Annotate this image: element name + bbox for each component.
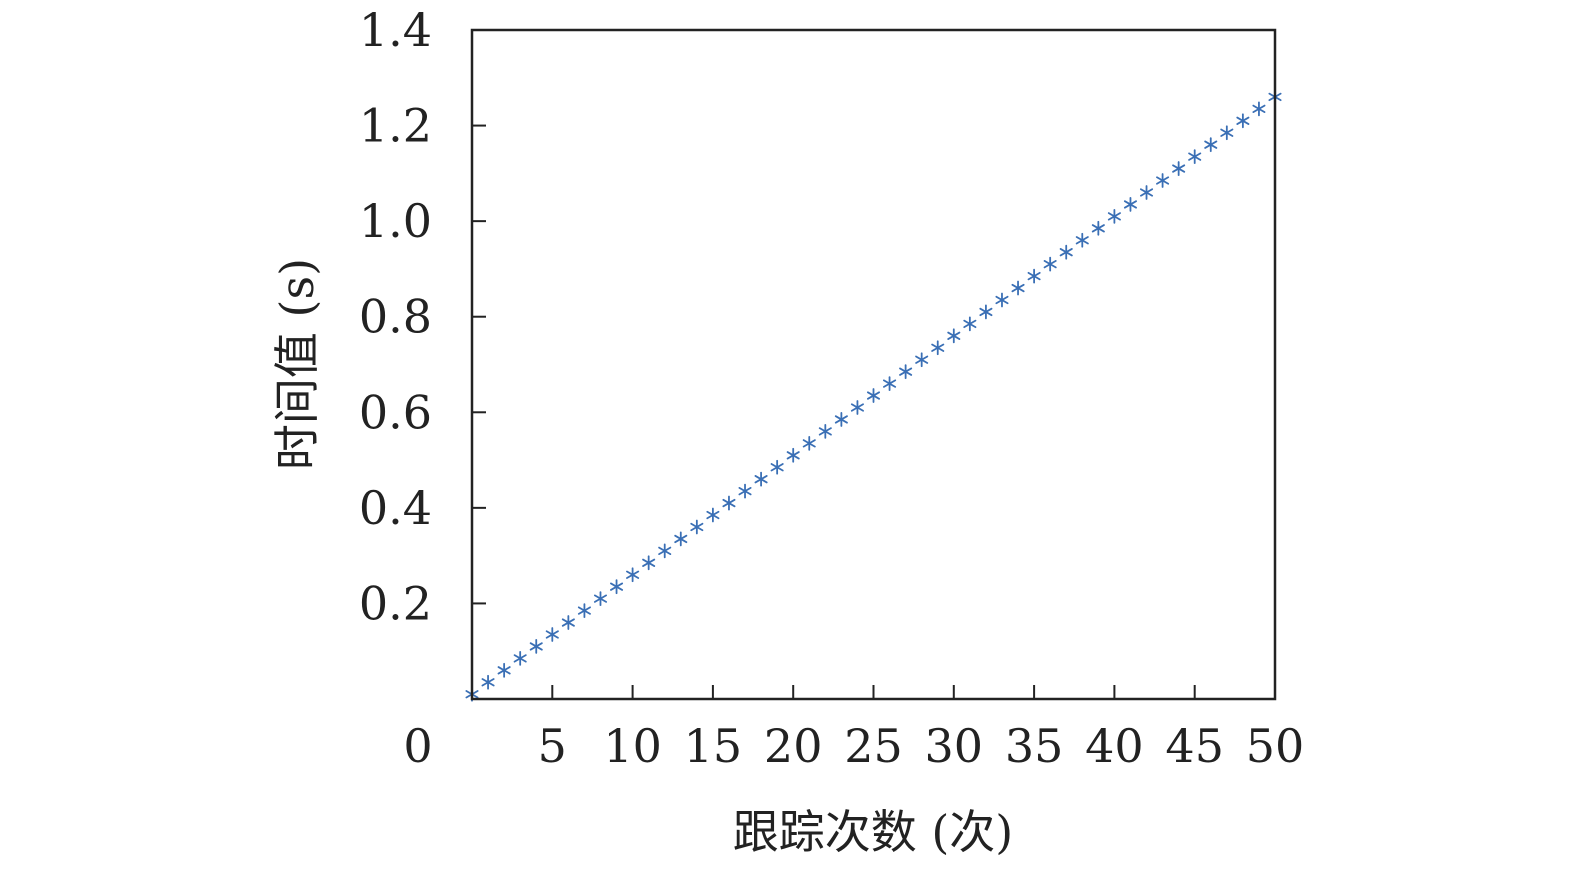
data-point bbox=[866, 388, 881, 403]
y-tick-label: 0.8 bbox=[359, 290, 432, 344]
data-point bbox=[802, 435, 816, 451]
data-point bbox=[963, 316, 977, 332]
data-point bbox=[626, 567, 640, 583]
x-tick-label: 30 bbox=[925, 719, 984, 773]
y-tick-label: 1.0 bbox=[359, 194, 432, 248]
y-tick-label: 0.2 bbox=[359, 576, 432, 630]
data-point bbox=[642, 555, 656, 571]
data-point bbox=[658, 543, 672, 559]
origin-label: 0 bbox=[403, 719, 432, 773]
x-tick-label: 5 bbox=[538, 719, 567, 773]
data-point bbox=[850, 400, 864, 415]
data-point bbox=[899, 364, 913, 380]
data-point bbox=[995, 292, 1009, 308]
data-point bbox=[690, 519, 704, 535]
data-point bbox=[770, 459, 784, 475]
data-point bbox=[1107, 208, 1121, 224]
x-tick-label: 25 bbox=[844, 719, 903, 773]
x-tick-label: 50 bbox=[1246, 719, 1305, 773]
data-point bbox=[561, 615, 575, 630]
data-point bbox=[722, 495, 736, 511]
y-tick-label: 1.2 bbox=[359, 99, 432, 153]
x-axis-label: 跟踪次数 (次) bbox=[733, 805, 1014, 859]
x-tick-label: 40 bbox=[1085, 719, 1144, 773]
data-point bbox=[1204, 137, 1218, 153]
data-point bbox=[1188, 149, 1202, 165]
data-point bbox=[1172, 161, 1186, 176]
data-point bbox=[481, 674, 495, 690]
data-point bbox=[545, 627, 559, 642]
x-tick-label: 35 bbox=[1005, 719, 1064, 773]
data-point bbox=[834, 412, 848, 427]
data-point bbox=[931, 340, 945, 356]
data-point bbox=[1220, 125, 1234, 141]
y-tick-label: 1.4 bbox=[359, 3, 432, 57]
data-point bbox=[593, 591, 608, 607]
data-point bbox=[1252, 101, 1266, 117]
data-point bbox=[1091, 220, 1105, 236]
plot-area-frame bbox=[470, 28, 1277, 701]
x-tick-label: 10 bbox=[603, 719, 662, 773]
data-point bbox=[577, 603, 591, 618]
data-point bbox=[738, 483, 752, 499]
data-point bbox=[1236, 113, 1250, 129]
y-tick-label: 0.6 bbox=[359, 385, 432, 439]
data-point bbox=[754, 471, 768, 487]
data-point bbox=[1123, 197, 1137, 212]
data-point bbox=[674, 531, 688, 547]
data-point bbox=[1059, 244, 1073, 260]
y-tick-label: 0.4 bbox=[359, 481, 432, 535]
data-point bbox=[1011, 280, 1025, 296]
data-point bbox=[786, 447, 800, 463]
data-point bbox=[883, 376, 897, 392]
data-point bbox=[915, 352, 929, 368]
data-point bbox=[706, 507, 720, 523]
x-tick-label: 45 bbox=[1165, 719, 1224, 773]
data-point bbox=[610, 579, 624, 595]
data-point bbox=[947, 328, 961, 344]
ticks-layer bbox=[472, 29, 1276, 699]
x-tick-label: 20 bbox=[764, 719, 823, 773]
x-tick-label: 15 bbox=[684, 719, 743, 773]
data-point bbox=[1156, 173, 1170, 188]
data-point bbox=[1075, 232, 1089, 248]
data-point bbox=[1027, 268, 1041, 284]
data-point bbox=[529, 639, 543, 654]
data-point bbox=[818, 423, 832, 439]
tick-labels-layer: 5 10 15 20 25 30 35 40 45 50 0.2 0.4 0.6 0.8 1.0 1.2 1.4 bbox=[359, 3, 1304, 773]
data-point bbox=[979, 304, 993, 320]
data-point bbox=[497, 662, 511, 678]
points-layer bbox=[465, 89, 1282, 702]
data-point bbox=[1043, 256, 1057, 272]
data-point bbox=[1139, 185, 1154, 200]
data-point bbox=[513, 650, 527, 666]
y-axis-label: 时间值 (s) bbox=[270, 258, 324, 470]
